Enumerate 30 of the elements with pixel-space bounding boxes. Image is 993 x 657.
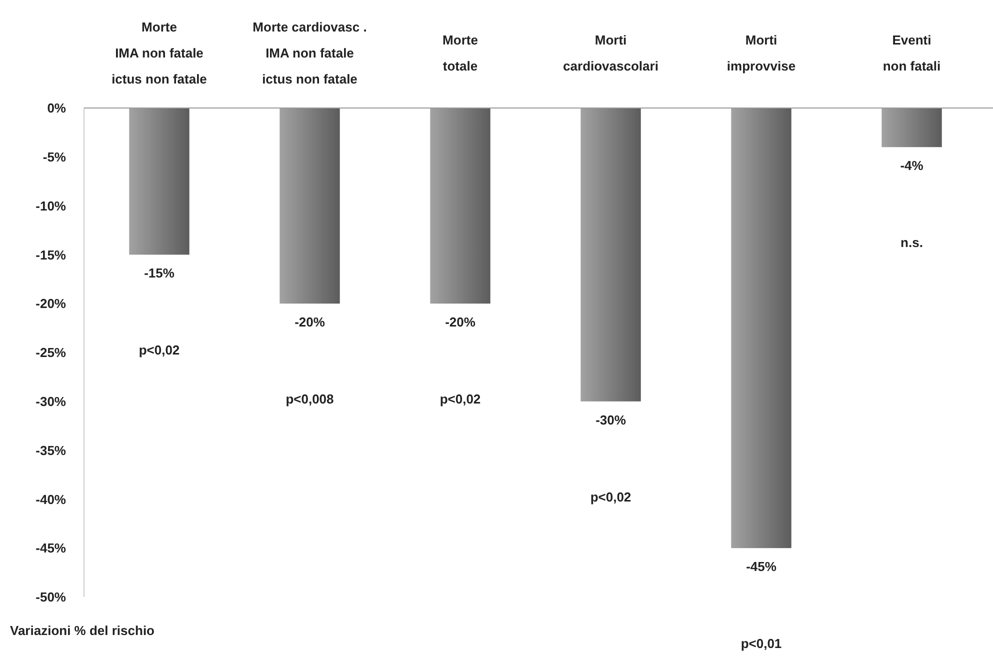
x-tick-label: Eventi non fatali — [882, 32, 941, 74]
y-tick-label: -10% — [36, 198, 66, 214]
y-tick-label: -50% — [36, 590, 66, 605]
data-label: -20% — [294, 314, 326, 330]
y-tick-label: -30% — [36, 394, 66, 409]
annotation: n.s. — [900, 235, 923, 250]
data-label: -30% — [596, 412, 626, 428]
y-tick-label: -25% — [36, 345, 66, 360]
y-axis-title: Variazioni % del rischio — [10, 623, 155, 638]
y-tick-label: -15% — [36, 247, 66, 262]
x-tick-label: Morte totale — [442, 32, 478, 74]
data-label: -20% — [445, 314, 476, 330]
data-label: -15% — [144, 266, 175, 281]
annotation: p<0,02 — [138, 342, 180, 358]
y-tick-label: -5% — [42, 149, 66, 164]
y-tick-label: -35% — [36, 442, 66, 458]
y-tick-label: -45% — [36, 540, 66, 556]
y-tick-label: -40% — [36, 492, 66, 507]
x-tick-label: Morte IMA non fatale ictus non fatale — [112, 20, 207, 87]
annotation: p<0,008 — [286, 392, 334, 407]
y-tick-label: -20% — [36, 296, 66, 312]
y-tick-label: 0% — [47, 100, 66, 116]
data-label: -45% — [746, 559, 777, 574]
x-tick-label: Morte cardiovasc . IMA non fatale ictus non fatale — [252, 20, 367, 87]
text: p<0,01 — [740, 636, 782, 652]
data-label: -4% — [900, 158, 924, 174]
annotation: p<0,02 — [590, 489, 632, 504]
x-tick-label: Morti improvvise — [726, 32, 796, 74]
annotation: p<0,02 — [440, 392, 481, 407]
x-tick-label: Morti cardiovascolari — [563, 32, 658, 74]
